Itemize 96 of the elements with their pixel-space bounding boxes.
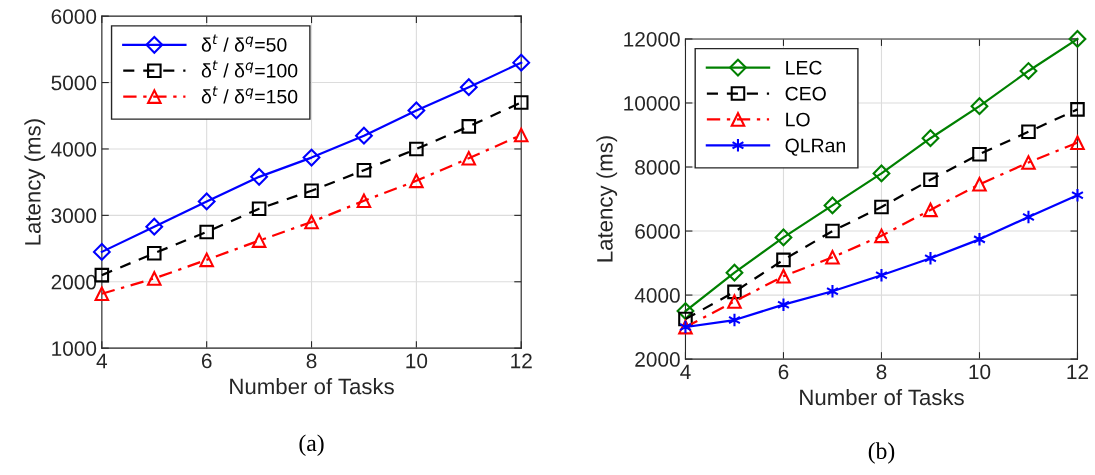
point [94,286,110,302]
legend-label: LO [786,112,810,127]
point [874,228,889,244]
y-tick-label: 5000 [51,75,97,91]
y-tick-label: 2000 [51,274,97,290]
y-tick-label: 6000 [51,9,97,24]
y-tick-label: 4000 [51,141,97,157]
point [250,167,268,186]
point [1021,155,1036,170]
x-axis-title: Number of Tasks [800,388,964,406]
y-tick-label: 10000 [624,95,680,111]
legend-label: CEO [785,86,826,101]
x-tick-label: 6 [201,353,212,369]
y-tick-label: 6000 [635,224,680,239]
point [1022,209,1035,225]
point [302,148,321,167]
point [513,127,529,143]
point [512,53,531,72]
y-tick-label: 1000 [52,341,97,356]
point [356,193,372,209]
point [356,162,372,178]
point [1070,102,1085,117]
y-axis-title: Latency (ms) [596,136,618,262]
legend-label: δ$^{t}$ / δ$^{q}$=100 [201,60,298,78]
point [728,312,741,328]
legend-label: δ$^{t}$ / δ$^{q}$=50 [201,34,287,52]
point [304,183,319,199]
x-tick-label: 8 [306,353,317,369]
point [459,78,478,97]
text: (a) [299,434,324,456]
point [924,250,937,266]
point [146,271,162,286]
point [92,242,111,261]
point [1070,135,1085,150]
point [199,224,214,240]
point [461,150,477,166]
point [923,172,938,188]
point [970,97,989,116]
x-tick-label: 4 [680,364,691,380]
point [304,214,319,230]
x-tick-label: 10 [969,364,991,380]
point [727,294,742,309]
point [407,101,426,120]
point [973,232,986,247]
point [825,250,840,265]
point [251,233,267,248]
point [678,311,693,327]
point [823,196,842,215]
point [197,192,216,211]
legend-label: LEC [786,60,822,75]
text: (b) [868,442,895,464]
point [145,217,164,236]
point [872,164,891,183]
point [825,223,840,239]
point [461,119,477,134]
point [1068,30,1087,48]
point [972,177,987,192]
point [94,267,110,283]
point [1021,124,1036,140]
point [923,202,938,218]
legend-label: δ$^{t}$ / δ$^{q}$=150 [201,86,298,104]
point [874,199,889,215]
y-tick-label: 4000 [634,288,680,303]
point [777,297,790,312]
point [409,141,424,157]
y-tick-label: 8000 [635,160,680,175]
point [725,263,744,282]
point [1019,62,1038,80]
point [409,173,424,189]
point [727,284,742,300]
point [875,267,888,283]
y-tick-label: 12000 [624,31,680,47]
point [972,146,987,162]
point [776,268,791,284]
point [676,302,695,320]
x-tick-label: 8 [876,364,887,380]
x-tick-label: 6 [778,364,789,380]
point [1071,187,1084,203]
legend-label: QLRan [785,138,845,156]
point [776,252,791,268]
y-tick-label: 3000 [51,208,97,224]
y-tick-label: 2000 [635,352,680,367]
point [826,283,839,299]
point [146,245,162,261]
point [251,201,267,217]
point [355,126,373,145]
x-axis-title: Number of Tasks [230,378,394,395]
point [199,252,214,268]
x-tick-label: 12 [1067,364,1089,380]
point [513,95,529,110]
point [921,129,940,148]
x-tick-label: 10 [406,353,428,369]
x-tick-label: 12 [511,353,532,369]
point [774,228,793,247]
x-tick-label: 4 [96,353,108,369]
y-axis-title: Latency (ms) [24,119,46,245]
